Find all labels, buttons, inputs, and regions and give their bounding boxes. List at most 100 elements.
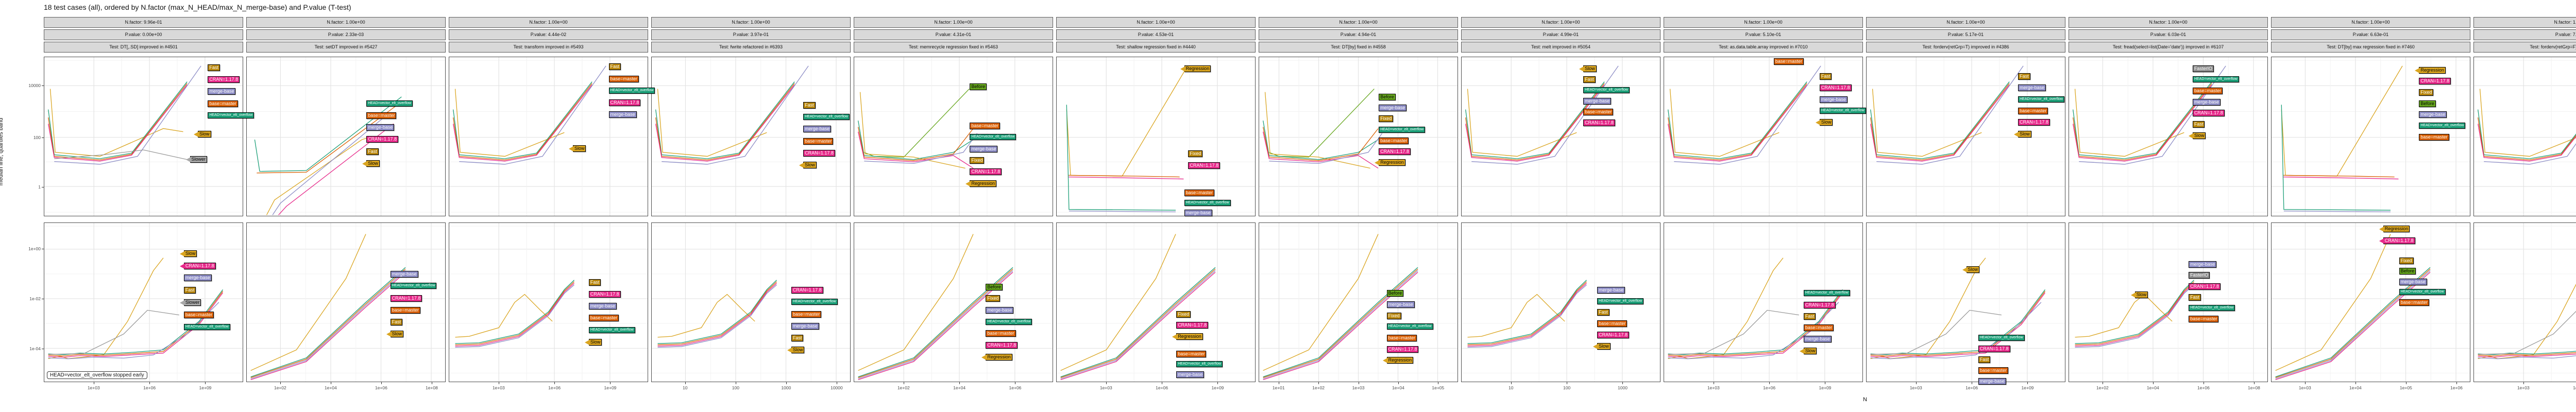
series-label-base: base=master	[1773, 58, 1804, 65]
plot-panel-col5-row1: Before base=master HEAD=vector_elt_overflo…	[854, 57, 1053, 216]
reference-flag-slow: Slow	[362, 160, 380, 167]
series-label-base: base=master	[2189, 315, 2219, 322]
series-label-cran: CRAN=1.17.8	[1597, 331, 1629, 338]
series-label-before: Before	[1386, 290, 1404, 297]
reference-flag-slower: Slower	[185, 156, 208, 163]
series-line-merge	[662, 65, 809, 165]
facet-strip-nfactor: N.factor: 1.00e+00	[2271, 17, 2470, 28]
series-line-head	[1467, 280, 1587, 344]
series-line-head	[858, 121, 974, 160]
x-tick-label: 1000	[1618, 385, 1628, 390]
series-label-fast: Fast	[390, 319, 403, 325]
series-line-merge	[1269, 133, 1383, 164]
series-label-merge: merge-base	[208, 88, 236, 95]
flag-tail	[193, 131, 198, 137]
flag-tail	[386, 332, 391, 337]
series-line-head	[48, 81, 188, 159]
series-line-head	[2075, 280, 2194, 344]
facet-strip-pvalue: P.value: 5.10e-01	[1664, 29, 1863, 40]
plot-panel-col13-row2: Slowmerge-baseHEAD=vector_elt_overflowCR…	[2473, 222, 2576, 382]
series-line-gold	[657, 294, 755, 338]
series-label-head: HEAD=vector_elt_overflow	[803, 114, 850, 121]
series-line-gold	[1870, 258, 1986, 359]
series-label-merge: merge-base	[1819, 96, 1848, 103]
series-label-fast: Fast	[183, 287, 196, 294]
series-line-base	[1263, 127, 1379, 161]
flag-tail	[1815, 120, 1820, 126]
x-tick-mark	[1916, 382, 1917, 384]
series-label-cran: CRAN=1.17.8	[1583, 119, 1615, 126]
series-line-gold	[1264, 92, 1370, 169]
series-label-head: HEAD=vector_elt_overflow	[1819, 107, 1866, 114]
flag-tail	[584, 339, 589, 345]
series-line-merge	[250, 270, 406, 380]
series-line-base	[1668, 83, 1807, 161]
series-label-merge: merge-base	[1379, 105, 1407, 112]
series-label-head: HEAD=vector_elt_overflow	[2018, 96, 2064, 102]
x-axis-ticks: 1e+02 1e+04 1e+06 1e+08	[2069, 382, 2268, 392]
series-label-merge: merge-base	[366, 124, 395, 131]
x-tick-mark	[2304, 382, 2306, 384]
series-line-merge	[1668, 302, 1839, 359]
facet-strip-test: Test: forderv(retGrp=F) improved in #438…	[2473, 42, 2576, 53]
series-label-merge: merge-base	[1597, 287, 1625, 294]
series-line-cran	[455, 283, 574, 347]
x-tick-label: 1e+03	[87, 385, 100, 390]
series-line-cran	[250, 271, 406, 380]
series-label-cran: CRAN=1.17.8	[1803, 301, 1836, 308]
facet-strip-pvalue: P.value: 4.94e-01	[1259, 29, 1458, 40]
series-line-cran	[1467, 283, 1587, 347]
flag-tail	[1375, 160, 1380, 165]
series-label-merge: merge-base	[1184, 209, 1212, 216]
series-label-merge: merge-base	[1176, 371, 1205, 379]
plot-panel-col12-row2: Regression CRAN=1.17.8 Fixed Before merge-ba…	[2271, 222, 2470, 382]
plot-panel-col3-row1: Fast base=master HEAD=vector_elt_overflow C…	[449, 57, 655, 216]
series-label-head: HEAD=vector_elt_overflow	[208, 112, 255, 118]
series-line-cran	[655, 84, 795, 162]
series-line-base	[858, 127, 974, 161]
plot-panel-col11-row2: Slow merge-base FasterIO CRAN=1.17.8 Fast HEA…	[2069, 222, 2268, 382]
series-line-cran	[1668, 84, 1807, 162]
x-tick-mark	[2027, 382, 2028, 384]
reference-flag-regression: Regression	[1172, 333, 1203, 340]
series-line-cran	[2275, 271, 2431, 380]
series-line-gold	[858, 234, 974, 371]
series-label-head: HEAD=vector_elt_overflow	[1176, 361, 1223, 368]
reference-flag-regression: Regression	[981, 353, 1012, 360]
series-line-head	[655, 81, 795, 159]
facet-strip-nfactor: N.factor: 1.00e+00	[1056, 17, 1256, 28]
flag-tail	[2379, 238, 2384, 244]
facet-strip-nfactor: N.factor: 1.00e+00	[651, 17, 851, 28]
series-label-head: HEAD=vector_elt_overflow	[1597, 298, 1643, 304]
series-label-merge: merge-base	[970, 145, 998, 152]
series-label-cran: CRAN=1.17.8	[2192, 110, 2225, 117]
series-line-merge	[48, 302, 219, 359]
reference-flag-regression: Regression	[2379, 225, 2410, 232]
reference-flag-slow: Slow	[1579, 65, 1597, 72]
series-line-gold	[2478, 284, 2576, 359]
series-line-gold	[657, 89, 767, 157]
x-tick-mark	[554, 382, 555, 384]
x-tick-label: 1e+04	[2349, 385, 2362, 390]
facet-strip-pvalue: P.value: 4.99e-01	[1461, 29, 1660, 40]
series-line-base	[2075, 281, 2194, 346]
series-line-gold	[2074, 89, 2184, 157]
y-tick-mark	[42, 85, 44, 86]
series-label-fast: Fast	[608, 63, 621, 71]
series-line-slower	[2478, 311, 2576, 355]
series-label-cran: CRAN=1.17.8	[2018, 119, 2050, 126]
reference-flag-cran: CRAN=1.17.8	[179, 262, 216, 269]
series-label-merge: merge-base	[390, 271, 418, 278]
series-line-base	[48, 83, 188, 161]
series-line-gold	[2281, 65, 2403, 177]
series-label-fast: Fast	[1597, 309, 1609, 316]
series-label-merge: merge-base	[2399, 278, 2427, 285]
flag-tail	[1382, 358, 1387, 364]
series-label-head: HEAD=vector_elt_overflow	[970, 134, 1016, 141]
series-label-head: HEAD=vector_elt_overflow	[2399, 289, 2446, 296]
flag-tail	[179, 300, 184, 306]
series-line-cran	[1465, 84, 1605, 162]
series-label-fast: Fast	[1819, 73, 1832, 80]
series-label-head: HEAD=vector_elt_overflow	[588, 327, 635, 333]
series-line-head	[453, 81, 592, 159]
